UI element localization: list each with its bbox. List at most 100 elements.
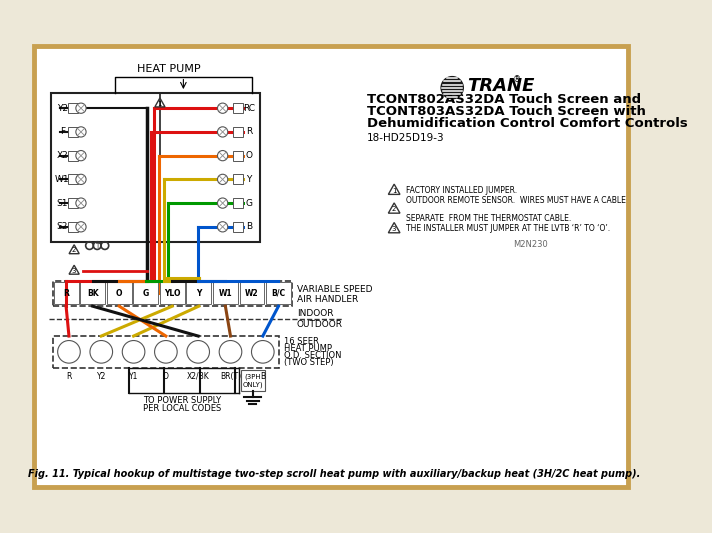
Bar [241, 370, 265, 391]
Text: R: R [63, 289, 69, 298]
Text: YLO: YLO [164, 289, 181, 298]
Text: (TWO STEP): (TWO STEP) [284, 358, 334, 367]
Text: BK: BK [87, 289, 98, 298]
Bar [233, 103, 243, 114]
Bar [68, 103, 78, 114]
Text: W1: W1 [219, 289, 232, 298]
Text: B/C: B/C [271, 289, 286, 298]
Text: 18-HD25D19-3: 18-HD25D19-3 [367, 133, 444, 143]
Circle shape [155, 341, 177, 363]
Text: HEAT PUMP: HEAT PUMP [137, 64, 200, 74]
Circle shape [76, 103, 86, 114]
Circle shape [219, 341, 242, 363]
Text: ®: ® [513, 76, 521, 85]
Text: TCONT802AS32DA Touch Screen and: TCONT802AS32DA Touch Screen and [367, 93, 641, 107]
Text: O.D. SECTION: O.D. SECTION [284, 351, 342, 360]
Circle shape [251, 341, 274, 363]
Bar [51, 93, 260, 242]
Text: Y1: Y1 [129, 372, 138, 381]
Circle shape [217, 174, 228, 184]
Bar [187, 282, 211, 304]
Text: Y: Y [196, 289, 201, 298]
Text: 16 SEER: 16 SEER [284, 337, 319, 346]
Bar [160, 282, 184, 304]
Circle shape [76, 150, 86, 161]
Text: OUTDOOR: OUTDOOR [297, 320, 343, 329]
Circle shape [76, 174, 86, 184]
Bar [107, 282, 132, 304]
Text: G: G [246, 199, 253, 207]
Text: S1: S1 [56, 199, 68, 207]
Text: THE INSTALLER MUST JUMPER AT THE LVTB ‘R’ TO ‘O’.: THE INSTALLER MUST JUMPER AT THE LVTB ‘R… [406, 224, 610, 233]
Text: TCONT803AS32DA Touch Screen with: TCONT803AS32DA Touch Screen with [367, 106, 646, 118]
Text: B: B [261, 372, 266, 381]
Circle shape [58, 341, 80, 363]
Bar [68, 127, 78, 137]
Bar [213, 282, 238, 304]
Text: Dehumidification Control Comfort Controls: Dehumidification Control Comfort Control… [367, 117, 688, 131]
Bar [68, 150, 78, 161]
Circle shape [217, 127, 228, 137]
Text: X2: X2 [56, 151, 68, 160]
Text: HEAT PUMP: HEAT PUMP [284, 344, 332, 353]
Circle shape [76, 127, 86, 137]
Circle shape [122, 341, 145, 363]
Text: PER LOCAL CODES: PER LOCAL CODES [143, 404, 221, 413]
Text: AIR HANDLER: AIR HANDLER [297, 295, 358, 304]
Text: 2: 2 [72, 247, 76, 253]
Text: (3PH
ONLY): (3PH ONLY) [242, 373, 263, 387]
Text: RC: RC [243, 104, 255, 112]
Text: T: T [95, 244, 99, 249]
Text: O: O [246, 151, 253, 160]
Text: 3: 3 [392, 226, 397, 232]
Text: M2N230: M2N230 [513, 240, 548, 249]
Text: G: G [142, 289, 149, 298]
Text: Y2: Y2 [57, 104, 68, 112]
Text: Y2: Y2 [97, 372, 106, 381]
Bar [233, 150, 243, 161]
Circle shape [76, 222, 86, 232]
Circle shape [217, 222, 228, 232]
Text: TRANE: TRANE [468, 77, 535, 95]
Text: TO POWER SUPPLY: TO POWER SUPPLY [143, 395, 221, 405]
Text: Y: Y [246, 175, 252, 184]
Text: 1: 1 [392, 188, 397, 193]
Bar [233, 198, 243, 208]
Text: F: F [60, 127, 65, 136]
Circle shape [187, 341, 209, 363]
Bar [233, 222, 243, 232]
Text: OUTDOOR REMOTE SENSOR.  WIRES MUST HAVE A CABLE: OUTDOOR REMOTE SENSOR. WIRES MUST HAVE A… [406, 197, 626, 206]
Bar [233, 127, 243, 137]
Circle shape [217, 103, 228, 114]
Bar [53, 336, 279, 368]
Text: INDOOR: INDOOR [297, 309, 333, 318]
Circle shape [441, 77, 464, 99]
Text: W1: W1 [55, 175, 70, 184]
Circle shape [90, 341, 112, 363]
Circle shape [217, 150, 228, 161]
Text: 1: 1 [157, 101, 162, 107]
Circle shape [76, 198, 86, 208]
Bar [133, 282, 158, 304]
Bar [68, 198, 78, 208]
Text: FACTORY INSTALLED JUMPER.: FACTORY INSTALLED JUMPER. [406, 185, 517, 195]
Bar [68, 174, 78, 184]
Bar [233, 174, 243, 184]
Bar [239, 282, 264, 304]
Text: R: R [246, 127, 252, 136]
Text: VARIABLE SPEED: VARIABLE SPEED [297, 285, 372, 294]
Text: B: B [246, 222, 252, 231]
Text: O: O [116, 289, 122, 298]
Bar [80, 282, 105, 304]
Text: 3: 3 [72, 268, 76, 274]
Text: 2: 2 [392, 206, 397, 212]
Bar [68, 222, 78, 232]
Text: O: O [163, 372, 169, 381]
Text: W2: W2 [245, 289, 258, 298]
Text: SEPARATE  FROM THE THERMOSTAT CABLE.: SEPARATE FROM THE THERMOSTAT CABLE. [406, 214, 571, 223]
Bar [53, 282, 78, 304]
Text: X2/BK: X2/BK [187, 372, 209, 381]
Text: Fig. 11. Typical hookup of multistage two-step scroll heat pump with auxiliary/b: Fig. 11. Typical hookup of multistage tw… [28, 469, 641, 479]
Text: S2: S2 [56, 222, 68, 231]
Text: BR(T): BR(T) [220, 372, 241, 381]
